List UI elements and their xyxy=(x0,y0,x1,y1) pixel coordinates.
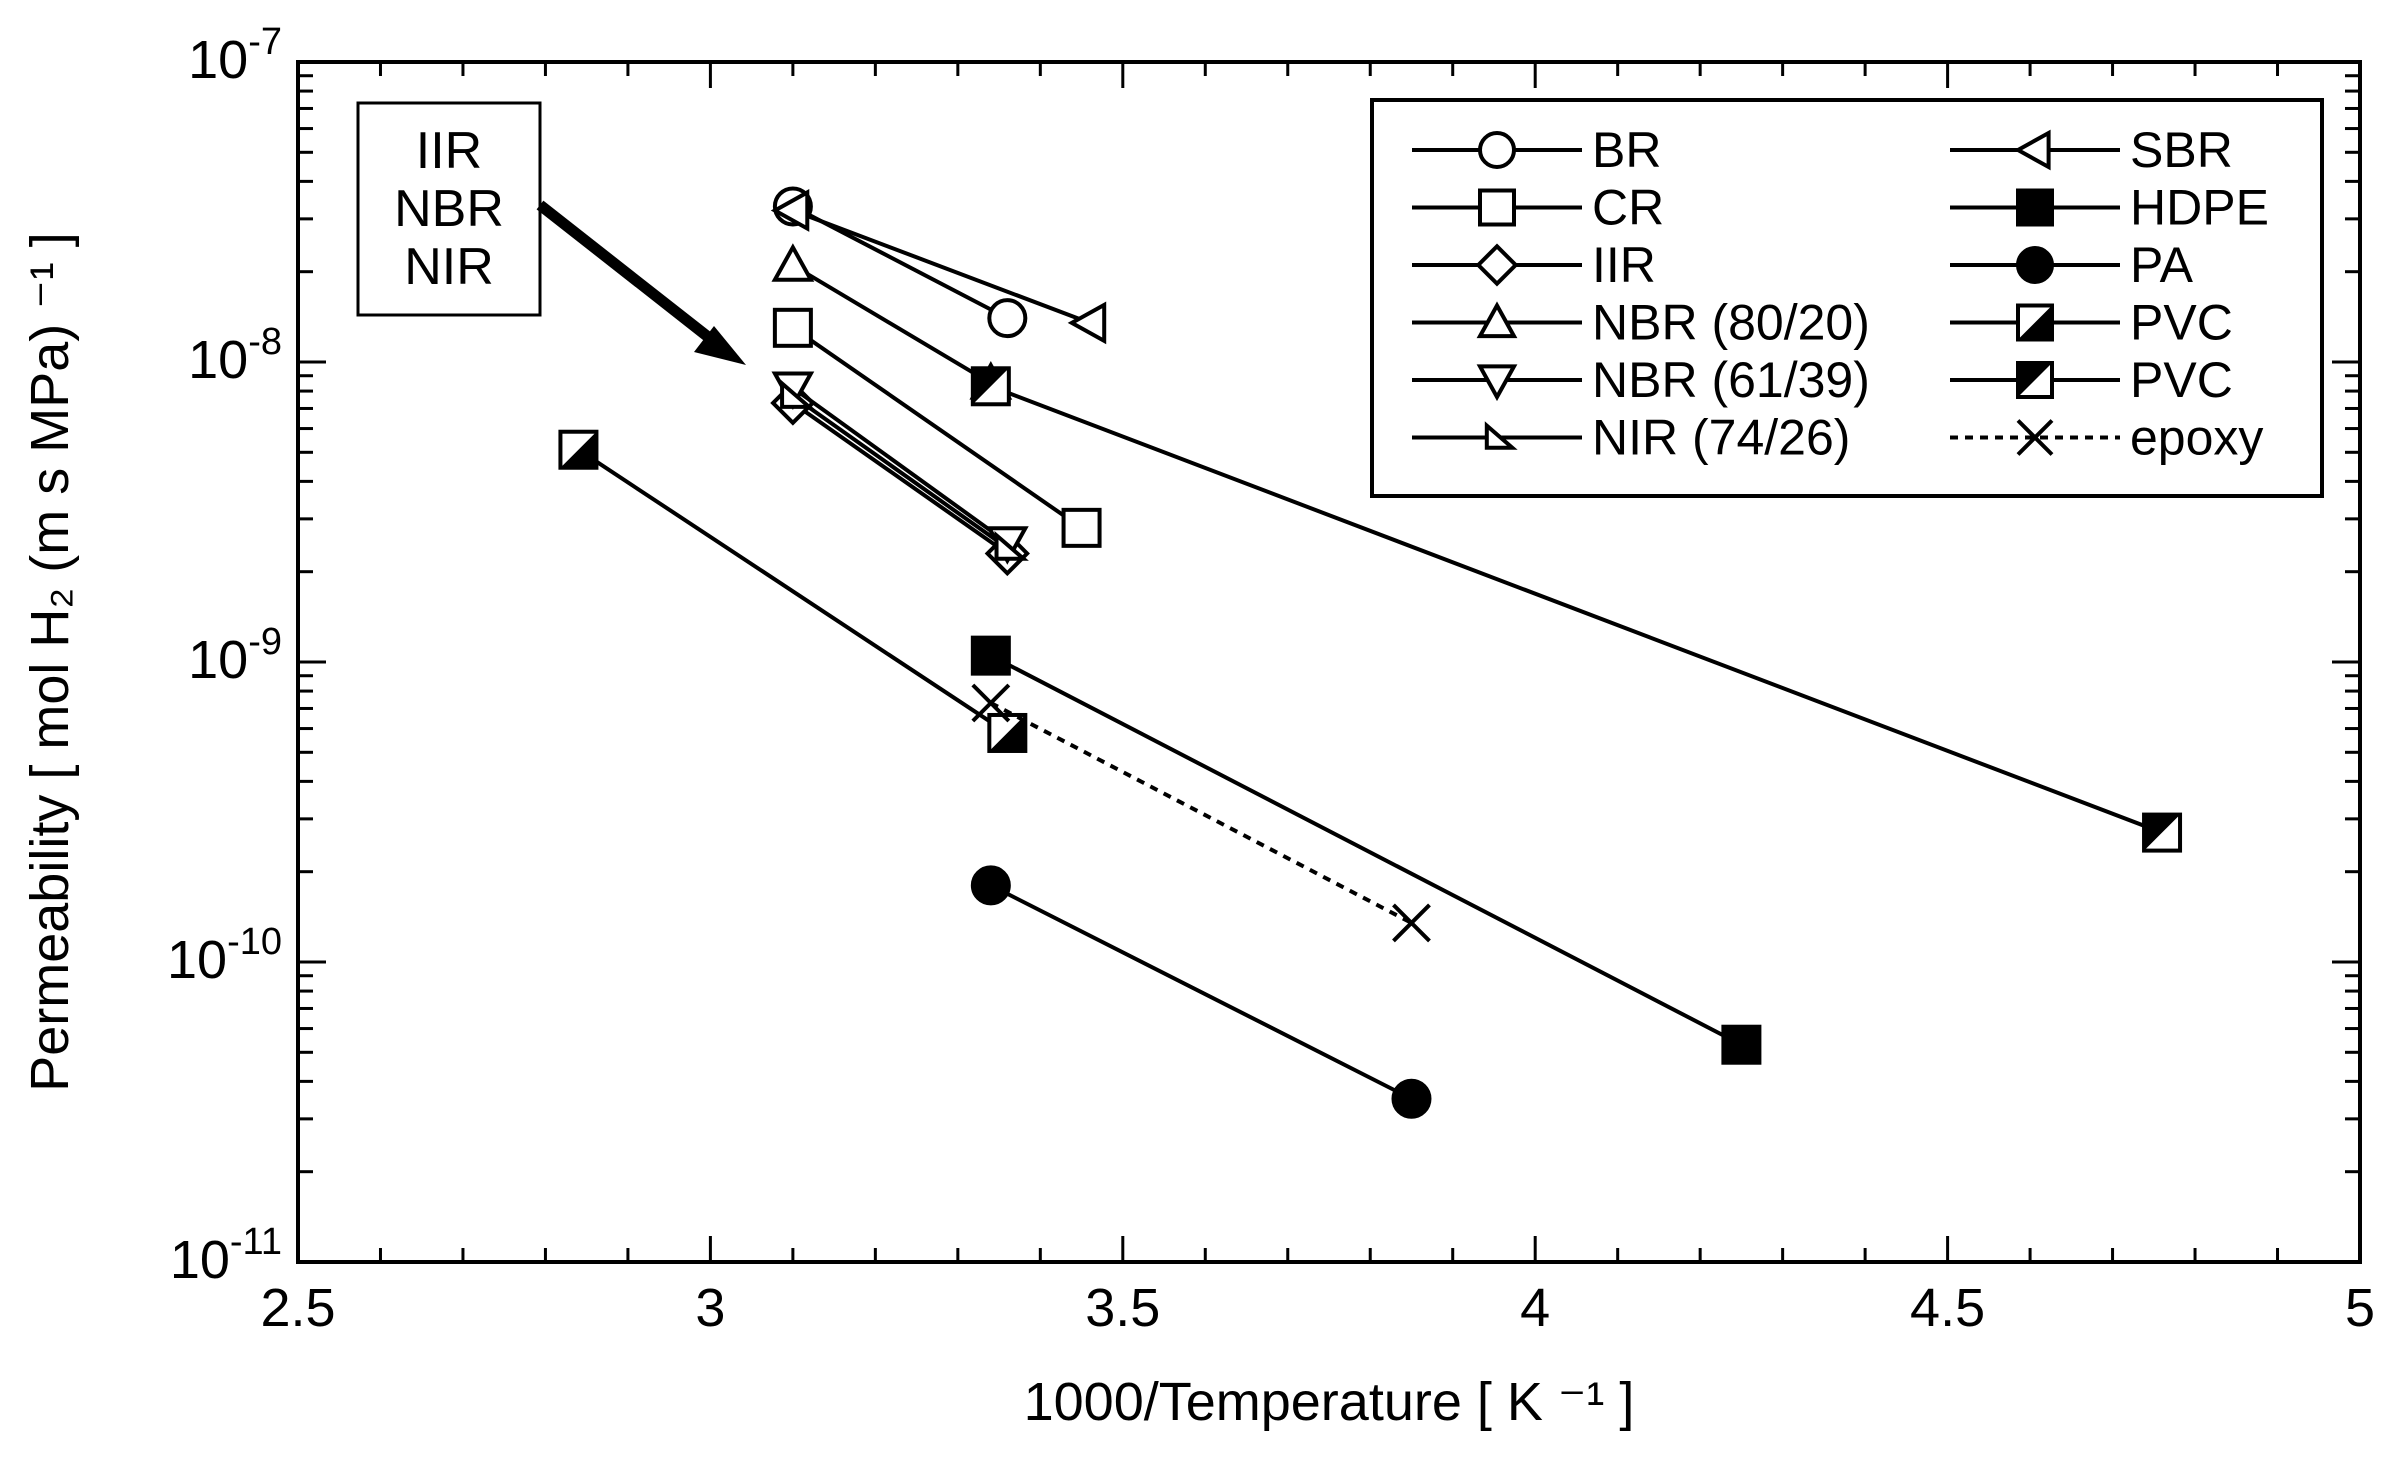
data-point xyxy=(2142,812,2183,853)
legend-label: IIR xyxy=(1592,237,1656,293)
legend-marker xyxy=(1478,188,1516,227)
x-axis-label: 1000/Temperature [ K ⁻¹ ] xyxy=(1024,1372,1635,1432)
series-line xyxy=(791,386,1009,545)
series-line xyxy=(989,653,1743,1047)
series-cr xyxy=(772,307,1102,548)
data-point xyxy=(558,429,599,470)
data-point xyxy=(970,366,1011,407)
series-line xyxy=(989,701,1413,925)
legend-marker xyxy=(1484,421,1518,450)
annotation-text: NIR xyxy=(404,238,494,296)
y-tick-label: 10-8 xyxy=(188,321,282,390)
legend-label: epoxy xyxy=(2130,410,2263,466)
data-point xyxy=(970,865,1011,906)
series-line xyxy=(989,883,1413,1101)
y-tick-label: 10-9 xyxy=(188,621,282,690)
data-point xyxy=(987,712,1028,753)
series-epoxy xyxy=(971,683,1431,943)
annotation-arrow xyxy=(536,200,716,345)
annotation-text: NBR xyxy=(394,180,504,238)
legend-marker xyxy=(2016,361,2054,399)
legend-entry: BR xyxy=(1412,122,1661,178)
data-point xyxy=(970,635,1011,676)
data-point xyxy=(1392,903,1431,943)
legend-entry: NBR (61/39) xyxy=(1412,352,1870,408)
legend-label: NBR (80/20) xyxy=(1592,295,1870,351)
y-tick-label: 10-7 xyxy=(188,21,282,90)
series-line xyxy=(990,384,2163,835)
legend-entry: HDPE xyxy=(1950,180,2269,236)
legend-marker xyxy=(1478,131,1516,169)
legend-label: NIR (74/26) xyxy=(1592,410,1850,466)
legend-entry: epoxy xyxy=(1950,410,2263,466)
series-line xyxy=(577,448,1009,735)
legend-entry: PA xyxy=(1950,237,2194,293)
legend-label: PVC xyxy=(2130,352,2233,408)
legend-label: SBR xyxy=(2130,122,2233,178)
series-sbr xyxy=(770,189,1107,345)
annotation-arrowhead xyxy=(694,326,746,365)
data-point xyxy=(772,307,813,348)
legend-marker xyxy=(1476,364,1518,402)
legend-marker xyxy=(2016,246,2054,284)
series-pvc xyxy=(970,366,2183,853)
legend-box xyxy=(1370,98,2324,498)
legend-label: PA xyxy=(2130,237,2194,293)
legend-entry: SBR xyxy=(1950,122,2233,178)
legend-marker xyxy=(2016,419,2054,456)
data-series xyxy=(558,186,2183,1119)
series-line xyxy=(792,208,1091,325)
x-tick-label: 5 xyxy=(2345,1278,2375,1338)
legend-marker xyxy=(1476,301,1518,339)
x-tick-label: 2.5 xyxy=(260,1278,335,1338)
data-point xyxy=(971,683,1011,723)
series-nir-74-26- xyxy=(780,379,1029,561)
data-point xyxy=(780,379,815,409)
data-point xyxy=(994,530,1029,561)
series-line xyxy=(791,326,1083,530)
legend-entry: PVC xyxy=(1950,352,2233,408)
data-point xyxy=(1721,1024,1762,1065)
legend-marker xyxy=(2016,303,2054,342)
legend-marker xyxy=(1475,243,1519,287)
x-tick-label: 3 xyxy=(695,1278,725,1338)
series-line xyxy=(791,401,1009,556)
y-tick-label: 10-11 xyxy=(170,1221,282,1290)
legend-entry: IIR xyxy=(1412,237,1656,293)
data-point xyxy=(1391,1078,1432,1119)
data-point xyxy=(987,298,1028,339)
y-axis-label: Permeability [ mol H₂ (m s MPa) ⁻¹ ] xyxy=(20,232,80,1092)
x-tick-label: 4 xyxy=(1520,1278,1550,1338)
data-point xyxy=(1067,301,1107,345)
legend-label: PVC xyxy=(2130,295,2233,351)
series-iir xyxy=(770,380,1030,577)
legend-label: CR xyxy=(1592,180,1664,236)
x-tick-label: 3.5 xyxy=(1085,1278,1160,1338)
legend-label: BR xyxy=(1592,122,1661,178)
series-line xyxy=(791,263,992,385)
y-tick-label: 10-10 xyxy=(167,921,282,990)
legend-entry: PVC xyxy=(1950,295,2233,351)
x-tick-label: 4.5 xyxy=(1910,1278,1985,1338)
data-point xyxy=(771,243,815,282)
legend-label: HDPE xyxy=(2130,180,2269,236)
series-pvc xyxy=(558,429,1028,753)
legend-entry: NIR (74/26) xyxy=(1412,410,1850,466)
data-point xyxy=(1061,507,1102,548)
legend-entry: NBR (80/20) xyxy=(1412,295,1870,351)
annotation-box xyxy=(356,101,542,317)
series-pa xyxy=(970,865,1432,1119)
axis-ticks: 2.5 3 3.5 4 4.5 5 10-7 10-8 10-9 10-10 10-11 xyxy=(167,21,2375,1338)
data-point xyxy=(770,189,810,232)
series-line xyxy=(791,394,1009,550)
legend-marker xyxy=(2016,188,2054,227)
annotation-text: IIR xyxy=(416,122,482,180)
legend-entry: CR xyxy=(1412,180,1664,236)
legend-marker xyxy=(2013,129,2051,171)
legend-label: NBR (61/39) xyxy=(1592,352,1870,408)
series-hdpe xyxy=(970,635,1762,1065)
